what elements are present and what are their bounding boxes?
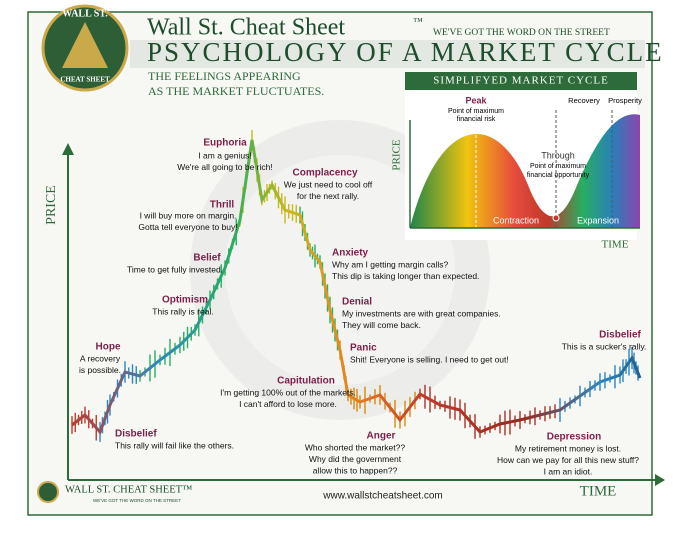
footer-tagline: WE'VE GOT THE WORD ON THE STREET — [93, 498, 181, 503]
inset-label: Through — [541, 150, 575, 160]
logo-text: WALL ST. — [62, 8, 108, 19]
stage-text: My retirement money is lost. — [515, 443, 621, 453]
stage-text: My investments are with great companies. — [342, 308, 501, 318]
trend — [71, 139, 642, 435]
stage-text: We're all going to be rich! — [177, 162, 273, 172]
stage-text: This dip is taking longer than expected. — [332, 271, 479, 281]
inset-label: financial risk — [457, 116, 496, 123]
stage-name: Optimism — [162, 295, 208, 306]
inset-label: Expansion — [577, 215, 619, 225]
inset-label: Contraction — [493, 215, 539, 225]
logo-text: CHEAT SHEET — [60, 76, 110, 84]
stage-text: allow this to happen?? — [313, 465, 398, 475]
stage-text: This is a sucker's rally. — [562, 341, 647, 351]
stage-name: Euphoria — [203, 138, 247, 149]
stage-text: Gotta tell everyone to buy! — [138, 222, 237, 232]
logo-pyramid — [62, 22, 108, 68]
intro: THE FEELINGS APPEARING — [148, 69, 301, 83]
stage-name: Disbelief — [599, 330, 641, 341]
stage-text: I will buy more on margin. — [140, 210, 237, 220]
stage-text: A recovery — [80, 353, 121, 363]
stage-text: for the next rally. — [297, 191, 359, 201]
watermark — [225, 155, 455, 385]
stage-name: Disbelief — [115, 429, 157, 440]
inset-label: financial opportunity — [527, 172, 590, 179]
footer-logo — [37, 481, 59, 503]
stage-name: Thrill — [210, 200, 235, 211]
stage-name: Complacency — [292, 168, 357, 179]
stage-text: Why am I getting margin calls? — [332, 259, 448, 269]
subtitle: PSYCHOLOGY OF A MARKET CYCLE — [147, 37, 664, 67]
stage-name: Capitulation — [277, 376, 335, 387]
footer-brand: WALL ST. CHEAT SHEET™ — [65, 484, 192, 495]
stage-text: I am an idiot. — [544, 466, 593, 476]
inset-curve — [410, 114, 640, 228]
stage-text: I'm getting 100% out of the markets. — [220, 387, 356, 397]
stage-text: Shit! Everyone is selling. I need to get… — [350, 354, 509, 364]
inset-label: Point of maximum — [530, 163, 586, 170]
inset-label: Prosperity — [608, 96, 642, 105]
stage-name: Belief — [193, 253, 221, 264]
tagline: WE'VE GOT THE WORD ON THE STREET — [433, 28, 610, 38]
stage-text: I can't afford to lose more. — [239, 399, 337, 409]
footer-url: www.wallstcheatsheet.com — [322, 491, 443, 502]
inset-title: SIMPLIFYED MARKET CYCLE — [433, 75, 609, 87]
title: Wall St. Cheat Sheet — [147, 15, 345, 41]
arrow — [655, 474, 665, 486]
stage-text: We just need to cool off — [284, 179, 373, 189]
stage-name: Depression — [547, 432, 601, 443]
arrow — [62, 143, 74, 155]
inset-title-bar — [405, 72, 637, 90]
stage-text: Time to get fully invested. — [127, 264, 223, 274]
inset-label: Peak — [465, 95, 487, 105]
inset-y-label: PRICE — [391, 139, 403, 170]
inset-label: Point of maximum — [448, 108, 504, 115]
inset-label: Recovery — [568, 96, 600, 105]
stage-name: Anger — [367, 431, 396, 442]
stage-name: Anxiety — [332, 248, 369, 259]
stage-name: Panic — [350, 343, 377, 354]
inset-trough — [552, 214, 560, 222]
stage-text: Who shorted the market?? — [305, 442, 405, 452]
stage-text: I am a genius! — [198, 150, 251, 160]
stage-text: They will come back. — [342, 320, 421, 330]
stage-text: Why did the government — [309, 454, 402, 464]
stage-name: Denial — [342, 297, 372, 308]
title-band — [130, 40, 645, 68]
inset-x-label: TIME — [602, 239, 629, 251]
x-axis-label: TIME — [580, 483, 617, 499]
stage-text: is possible. — [79, 365, 121, 375]
stage-text: How can we pay for all this new stuff? — [497, 455, 639, 465]
market-line — [71, 129, 642, 442]
intro: AS THE MARKET FLUCTUATES. — [148, 84, 324, 98]
y-axis-label: PRICE — [44, 185, 59, 225]
trademark: ™ — [413, 16, 423, 27]
stage-name: Hope — [96, 342, 121, 353]
stage-text: This rally is real. — [152, 306, 213, 316]
stage-text: This rally will fail like the others. — [115, 440, 234, 450]
